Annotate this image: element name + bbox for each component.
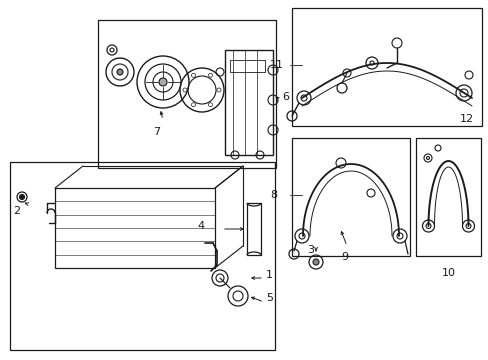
Text: 2: 2 <box>13 206 20 216</box>
Bar <box>415 138 480 256</box>
Text: 12: 12 <box>459 114 473 124</box>
Bar <box>229 60 264 72</box>
Bar <box>10 162 274 350</box>
Text: 10: 10 <box>441 268 454 278</box>
Circle shape <box>20 194 24 199</box>
Bar <box>55 188 215 268</box>
Circle shape <box>159 78 167 86</box>
Text: 5: 5 <box>265 293 272 303</box>
Bar <box>98 20 275 168</box>
Text: 3: 3 <box>307 245 314 255</box>
Circle shape <box>117 69 123 75</box>
Text: 4: 4 <box>197 221 203 231</box>
Bar <box>291 138 409 256</box>
Circle shape <box>312 259 318 265</box>
Bar <box>291 8 481 126</box>
Text: 7: 7 <box>153 127 160 137</box>
Text: 6: 6 <box>282 92 288 102</box>
Text: 9: 9 <box>341 252 348 262</box>
Text: 11: 11 <box>269 60 284 70</box>
Text: 1: 1 <box>265 270 272 280</box>
Text: 8: 8 <box>269 190 277 200</box>
Bar <box>224 50 272 155</box>
Bar <box>246 203 261 255</box>
